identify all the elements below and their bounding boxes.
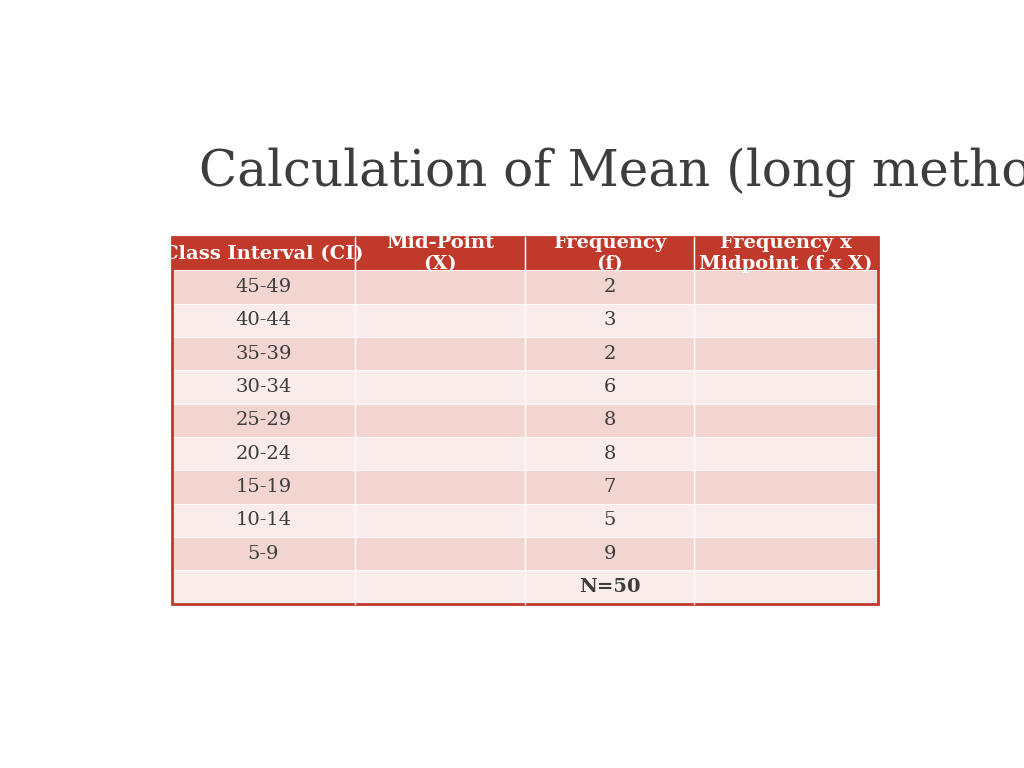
Bar [694, 504, 878, 537]
Bar [694, 270, 878, 303]
Text: 6: 6 [603, 378, 615, 396]
Bar [355, 370, 524, 404]
Bar [524, 504, 694, 537]
Text: N=50: N=50 [579, 578, 640, 596]
Bar [355, 404, 524, 437]
Bar [355, 270, 524, 303]
Text: 8: 8 [603, 412, 615, 429]
Bar [524, 571, 694, 604]
Text: 35-39: 35-39 [236, 345, 292, 362]
Text: 8: 8 [603, 445, 615, 462]
Bar [694, 370, 878, 404]
Text: 2: 2 [603, 278, 615, 296]
Text: 15-19: 15-19 [236, 478, 292, 496]
Text: 25-29: 25-29 [236, 412, 292, 429]
Bar [524, 303, 694, 337]
Bar [524, 337, 694, 370]
Text: 3: 3 [603, 311, 615, 329]
Bar [172, 270, 355, 303]
Bar [694, 303, 878, 337]
Bar [172, 571, 355, 604]
Bar [355, 571, 524, 604]
Bar [524, 404, 694, 437]
Bar [172, 437, 355, 470]
Bar [355, 504, 524, 537]
Text: Calculation of Mean (long method): Calculation of Mean (long method) [200, 147, 1024, 197]
Text: Mid-Point
(X): Mid-Point (X) [386, 234, 495, 273]
Bar [524, 437, 694, 470]
Bar [172, 237, 355, 270]
Bar [172, 470, 355, 504]
Bar [172, 303, 355, 337]
Text: 40-44: 40-44 [236, 311, 292, 329]
Bar [355, 537, 524, 571]
Bar [172, 537, 355, 571]
Text: 10-14: 10-14 [236, 511, 292, 529]
Text: Frequency x
Midpoint (f x X): Frequency x Midpoint (f x X) [699, 234, 872, 273]
Bar [524, 370, 694, 404]
Bar [172, 337, 355, 370]
Bar [694, 571, 878, 604]
Bar [524, 470, 694, 504]
Bar [355, 237, 524, 270]
Bar [694, 537, 878, 571]
Bar [694, 337, 878, 370]
Text: 30-34: 30-34 [236, 378, 292, 396]
Text: Class Interval (CI): Class Interval (CI) [163, 245, 364, 263]
Bar [172, 237, 878, 604]
Bar [355, 470, 524, 504]
Bar [694, 470, 878, 504]
Text: 7: 7 [603, 478, 615, 496]
Bar [172, 370, 355, 404]
Bar [524, 237, 694, 270]
Text: Frequency
(f): Frequency (f) [553, 234, 667, 273]
Bar [355, 337, 524, 370]
Text: 2: 2 [603, 345, 615, 362]
Bar [694, 404, 878, 437]
Bar [694, 237, 878, 270]
Bar [355, 303, 524, 337]
Bar [524, 537, 694, 571]
Text: 9: 9 [603, 545, 615, 563]
Bar [172, 504, 355, 537]
Text: 5: 5 [603, 511, 615, 529]
Bar [524, 270, 694, 303]
Text: 45-49: 45-49 [236, 278, 292, 296]
Bar [694, 437, 878, 470]
Bar [355, 437, 524, 470]
Bar [172, 404, 355, 437]
Text: 5-9: 5-9 [248, 545, 280, 563]
Text: 20-24: 20-24 [236, 445, 292, 462]
